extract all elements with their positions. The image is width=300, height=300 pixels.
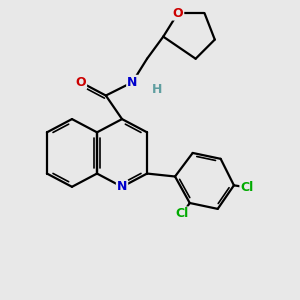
Text: N: N [127, 76, 137, 89]
Text: Cl: Cl [240, 181, 254, 194]
Text: O: O [76, 76, 86, 89]
Text: N: N [117, 180, 127, 193]
Text: H: H [152, 83, 163, 96]
Text: Cl: Cl [176, 207, 189, 220]
Text: O: O [173, 7, 183, 20]
